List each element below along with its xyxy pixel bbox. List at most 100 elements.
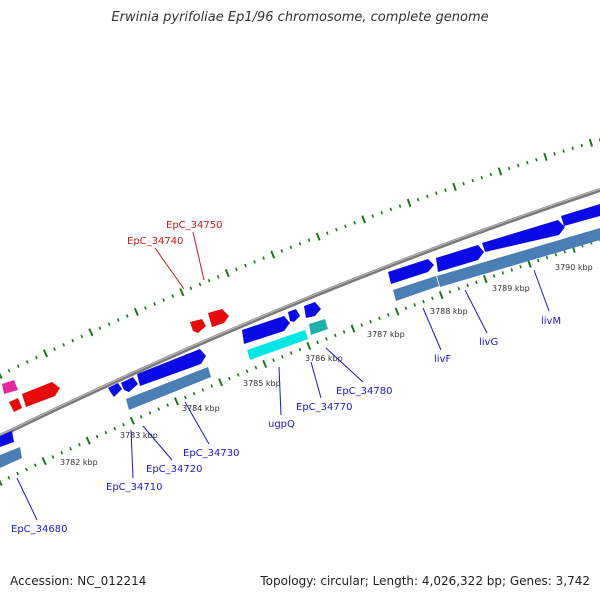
- scale-tick: [516, 163, 520, 168]
- scale-tick: [218, 378, 224, 387]
- scale-tick: [78, 442, 81, 447]
- scale-tick: [483, 275, 488, 284]
- scale-tick: [431, 296, 434, 301]
- scale-tick: [315, 232, 321, 241]
- scale-tick: [389, 207, 393, 212]
- scale-tick: [452, 182, 457, 191]
- scale-tick: [588, 138, 594, 147]
- scale-tick: [207, 278, 211, 283]
- backbone-track: [0, 188, 600, 438]
- scale-tick: [80, 334, 84, 339]
- scale-tick: [280, 249, 284, 253]
- scale-tick: [51, 455, 55, 459]
- scale-tick: [148, 411, 152, 415]
- gene-label: EpC_34680: [11, 524, 67, 535]
- scale-tick: [85, 436, 91, 445]
- gene-bar-left-edge: [0, 447, 22, 468]
- scale-tick: [361, 215, 366, 224]
- scale-tick: [378, 316, 381, 321]
- scale-tick: [307, 238, 311, 242]
- scale-tick: [554, 252, 558, 257]
- scale-label: 3785 kbp: [243, 379, 281, 388]
- scale-tick: [228, 376, 231, 381]
- scale-tick: [298, 347, 302, 352]
- scale-tick: [16, 364, 20, 369]
- scale-tick: [254, 365, 258, 370]
- gene-bar-34780: [309, 319, 328, 335]
- scale-tick: [316, 340, 319, 345]
- scale-tick: [0, 479, 3, 487]
- scale-tick: [501, 271, 505, 275]
- scale-tick: [198, 282, 202, 287]
- scale-tick: [166, 403, 170, 407]
- gene-label: livF: [434, 354, 451, 365]
- scale-tick: [270, 250, 276, 259]
- accession-label: Accession: NC_012214: [10, 574, 147, 588]
- scale-tick: [545, 255, 549, 260]
- scale-tick: [448, 290, 452, 294]
- gene-label: EpC_34740: [127, 236, 183, 247]
- gene-label-leader: [422, 307, 442, 351]
- scale-tick: [113, 426, 117, 431]
- gene-label: EpC_34780: [336, 386, 392, 397]
- scale-tick: [262, 256, 265, 260]
- scale-tick: [179, 288, 185, 297]
- scale-tick: [462, 181, 465, 186]
- scale-tick: [527, 259, 532, 268]
- gene-label: livM: [541, 316, 561, 327]
- scale-tick: [526, 160, 529, 165]
- scale-tick: [210, 384, 214, 388]
- backbone-highlight: [0, 188, 600, 436]
- scale-tick: [543, 152, 548, 161]
- map-title: Erwinia pyrifoliae Ep1/96 chromosome, co…: [111, 10, 489, 25]
- scale-tick: [519, 264, 522, 269]
- scale-tick: [122, 422, 125, 427]
- gene-label-leader: [142, 425, 173, 461]
- scale-tick: [480, 175, 484, 180]
- scale-tick: [244, 263, 247, 268]
- scale-tick: [289, 351, 293, 355]
- scale-tick: [562, 149, 565, 153]
- scale-tick: [353, 221, 356, 225]
- scale-tick: [125, 314, 129, 318]
- scale-tick: [173, 397, 179, 406]
- scale-tick: [435, 191, 438, 195]
- scale-tick: [371, 214, 375, 218]
- gene-bar-34730: [126, 367, 211, 410]
- scale-tick: [492, 274, 496, 278]
- scale-tick: [144, 306, 147, 310]
- scale-tick: [404, 306, 408, 311]
- scale-tick: [133, 307, 139, 316]
- cds-ugpQ: [242, 316, 290, 344]
- scale-tick: [466, 283, 469, 288]
- cds-right-edge: [561, 204, 600, 226]
- scale-tick: [245, 369, 249, 373]
- gene-label: livG: [479, 337, 498, 348]
- scale-tick: [116, 318, 120, 322]
- cds-34710: [108, 383, 122, 397]
- scale-tick: [224, 268, 230, 278]
- scale-tick: [95, 434, 99, 439]
- scale-tick: [563, 249, 566, 254]
- gene-bar-ugpQ: [247, 330, 308, 360]
- scale-tick: [360, 323, 364, 327]
- scale-tick: [580, 143, 584, 148]
- scale-tick: [262, 359, 268, 368]
- scale-tick: [25, 360, 29, 364]
- scale-label: 3782 kbp: [60, 458, 98, 467]
- scale-labels: 3782 kbp 3783 kbp 3784 kbp 3785 kbp 3786 kbp…: [60, 263, 593, 467]
- genome-summary: Topology: circular; Length: 4,026,322 bp…: [260, 574, 590, 588]
- scale-tick: [7, 368, 11, 373]
- scale-tick: [342, 330, 346, 334]
- scale-tick: [425, 194, 429, 199]
- scale-tick: [88, 328, 94, 337]
- scale-label: 3788 kbp: [430, 307, 468, 316]
- scale-tick: [16, 471, 20, 476]
- scale-tick: [507, 166, 511, 171]
- scale-tick: [398, 204, 402, 208]
- scale-tick: [298, 241, 302, 246]
- gene-label-leader: [192, 231, 205, 281]
- scale-tick: [41, 457, 47, 466]
- red-feature-left: [22, 382, 60, 407]
- scale-tick: [69, 446, 72, 451]
